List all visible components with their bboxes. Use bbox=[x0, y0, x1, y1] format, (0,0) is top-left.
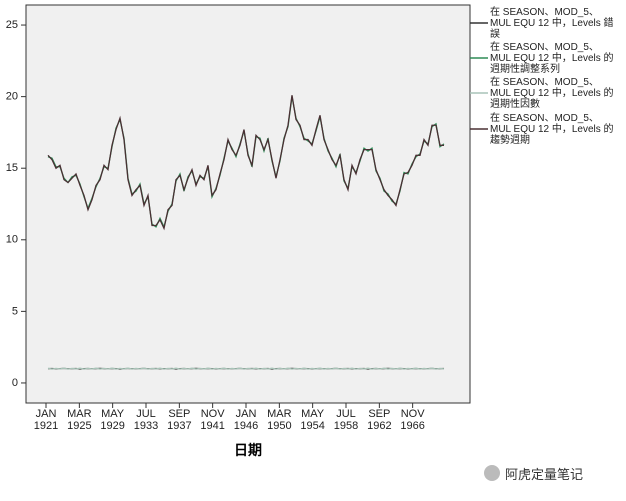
y-tick-label: 20 bbox=[6, 91, 18, 103]
y-tick-label: 0 bbox=[12, 377, 18, 389]
x-tick-label: MAY 1954 bbox=[300, 408, 325, 432]
legend-label: 在 SEASON、MOD_5、MUL EQU 12 中，Levels 的週期性因… bbox=[490, 77, 614, 110]
x-tick-label: MAY 1929 bbox=[100, 408, 125, 432]
x-tick-label: MAR 1950 bbox=[267, 408, 292, 432]
x-tick-label: NOV 1941 bbox=[200, 408, 225, 432]
x-tick-label: JAN 1946 bbox=[233, 408, 259, 432]
y-tick-label: 10 bbox=[6, 234, 18, 246]
y-tick-label: 15 bbox=[6, 162, 18, 174]
legend-label: 在 SEASON、MOD_5、MUL EQU 12 中，Levels 錯誤 bbox=[490, 7, 614, 40]
x-tick-label: JUL 1958 bbox=[333, 408, 359, 432]
x-tick-label: JUL 1933 bbox=[133, 408, 159, 432]
x-tick-label: SEP 1937 bbox=[167, 408, 192, 432]
series-line bbox=[47, 367, 445, 370]
legend-label: 在 SEASON、MOD_5、MUL EQU 12 中，Levels 的週期性調… bbox=[490, 42, 614, 75]
x-tick-label: SEP 1962 bbox=[367, 408, 392, 432]
legend-label: 在 SEASON、MOD_5、MUL EQU 12 中，Levels 的趨勢週期 bbox=[490, 113, 614, 146]
y-tick-label: 25 bbox=[6, 19, 18, 31]
x-axis-title: 日期 bbox=[234, 443, 262, 459]
x-tick-label: NOV 1966 bbox=[400, 408, 425, 432]
plot-area bbox=[25, 4, 471, 404]
x-tick-label: JAN 1921 bbox=[33, 408, 59, 432]
series-line bbox=[47, 95, 444, 231]
x-tick-label: MAR 1925 bbox=[67, 408, 92, 432]
y-tick-label: 5 bbox=[12, 305, 18, 317]
watermark-icon bbox=[484, 465, 500, 481]
watermark: 阿虎定量笔记 bbox=[505, 467, 584, 482]
